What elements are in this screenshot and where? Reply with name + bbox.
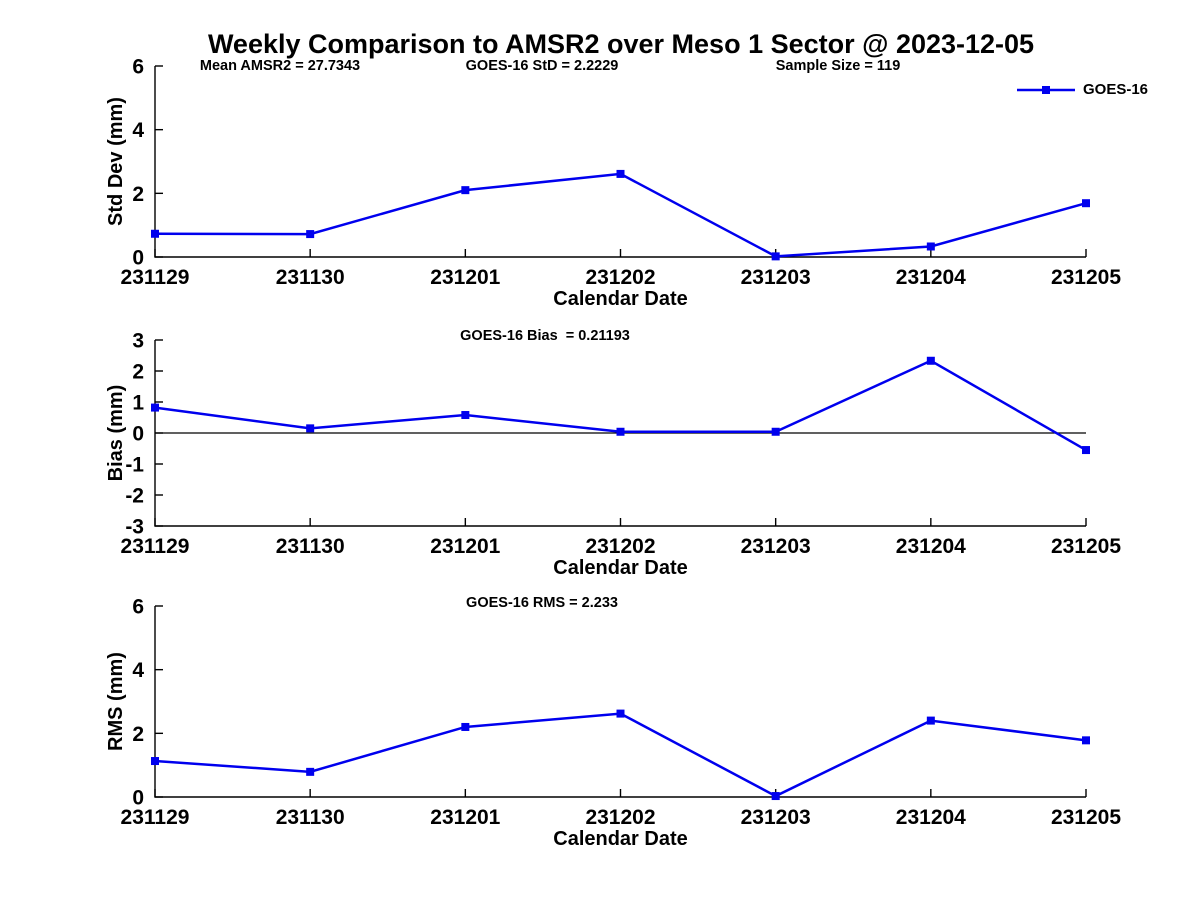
x-tick-label: 231130	[276, 806, 345, 829]
panel-rms: 0 2 4 6 231129 231130 231201 231202 231203 231204…	[105, 596, 1121, 851]
data-point-marker	[461, 186, 470, 195]
legend: GOES-16	[1016, 81, 1148, 98]
y-tick-label: -1	[125, 454, 144, 477]
x-tick-label: 231129	[121, 535, 190, 558]
data-point-marker	[1082, 446, 1090, 455]
y-tick-label: -3	[125, 516, 144, 539]
y-axis-label: Std Dev (mm)	[105, 97, 127, 226]
x-tick-label: 231202	[585, 266, 655, 289]
x-tick-label: 231203	[741, 535, 811, 558]
data-point-marker	[616, 427, 625, 436]
x-tick-label: 231202	[585, 806, 655, 829]
data-point-marker	[1082, 736, 1090, 745]
y-tick-label: 4	[132, 659, 144, 682]
y-tick-label: 6	[132, 596, 144, 619]
x-tick-label: 231205	[1051, 266, 1121, 289]
x-tick-label: 231201	[430, 266, 500, 289]
x-tick-label: 231205	[1051, 535, 1121, 558]
data-point-marker	[926, 242, 935, 251]
x-tick-label: 231204	[896, 806, 966, 829]
data-point-marker	[926, 356, 935, 365]
data-point-marker	[306, 230, 315, 239]
data-point-marker	[151, 229, 159, 238]
x-tick-label: 231201	[430, 535, 500, 558]
y-axis-label: RMS (mm)	[105, 652, 127, 751]
data-point-marker	[771, 252, 780, 261]
x-axis-label: Calendar Date	[553, 288, 688, 310]
x-axis-label: Calendar Date	[553, 557, 688, 579]
data-line-goes-16	[154, 712, 1087, 798]
data-point-marker	[771, 792, 780, 801]
y-tick-label: 1	[132, 392, 144, 415]
x-tick-label: 231204	[896, 266, 966, 289]
data-line-goes-16	[154, 172, 1087, 258]
data-point-marker	[461, 722, 470, 731]
data-point-marker	[616, 169, 625, 178]
x-tick-label: 231204	[896, 535, 966, 558]
annotation-goes16-std: GOES-16 StD = 2.2229	[465, 58, 619, 74]
legend-line-marker-icon	[1017, 85, 1075, 94]
axes-spines	[154, 66, 1086, 258]
data-point-marker	[306, 767, 315, 776]
y-tick-label: 6	[132, 56, 144, 79]
x-tick-label: 231130	[276, 266, 345, 289]
data-point-marker	[151, 403, 159, 412]
legend-label: GOES-16	[1083, 81, 1149, 98]
x-tick-label: 231202	[585, 535, 655, 558]
panel-std-dev: 0 2 4 6 231129 231130 231201 231202 231203 231204…	[105, 56, 1121, 311]
x-tick-label: 231203	[741, 806, 811, 829]
y-tick-label: 0	[132, 423, 144, 446]
y-tick-label: 3	[132, 330, 144, 353]
data-point-marker	[926, 716, 935, 725]
data-point-marker	[461, 411, 470, 420]
data-point-marker	[306, 424, 315, 433]
x-axis-label: Calendar Date	[553, 828, 688, 850]
y-tick-label: 2	[132, 723, 144, 746]
data-point-marker	[771, 427, 780, 436]
x-tick-label: 231203	[741, 266, 811, 289]
x-tick-label: 231130	[276, 535, 345, 558]
annotation-goes16-rms: GOES-16 RMS = 2.233	[466, 595, 618, 611]
y-tick-label: -2	[125, 485, 144, 508]
y-tick-label: 0	[132, 247, 144, 270]
x-tick-label: 231129	[121, 266, 190, 289]
y-tick-label: 2	[132, 361, 144, 384]
annotation-mean-amsr2: Mean AMSR2 = 27.7343	[199, 58, 361, 74]
y-tick-label: 2	[132, 183, 144, 206]
x-tick-label: 231201	[430, 806, 500, 829]
axes-spines	[154, 606, 1086, 798]
annotation-goes16-bias: GOES-16 Bias = 0.21193	[460, 328, 630, 344]
y-axis-label: Bias (mm)	[105, 385, 127, 482]
data-line-goes-16	[154, 359, 1087, 452]
x-tick-label: 231129	[121, 806, 190, 829]
figure-title: Weekly Comparison to AMSR2 over Meso 1 S…	[207, 29, 1035, 59]
data-point-marker	[151, 757, 159, 766]
x-tick-label: 231205	[1051, 806, 1121, 829]
data-point-marker	[616, 709, 625, 718]
data-point-marker	[1082, 199, 1090, 208]
y-tick-label: 4	[132, 119, 144, 142]
annotation-sample-size: Sample Size = 119	[775, 58, 901, 74]
y-tick-label: 0	[132, 787, 144, 810]
